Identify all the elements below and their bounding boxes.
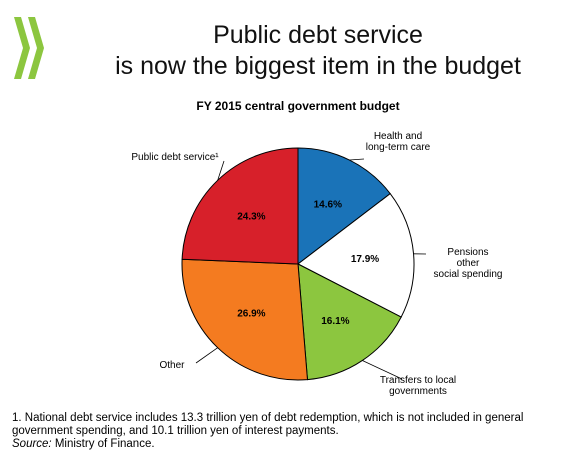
slice-category-label: Transfers to local governments	[380, 375, 456, 397]
footnote: 1. National debt service includes 13.3 t…	[12, 412, 524, 437]
slice-value-label: 26.9%	[237, 309, 265, 320]
pie-slice-health-and-long-term-care	[297, 147, 391, 266]
slice-value-label: 14.6%	[314, 200, 342, 211]
slice-value-label: 17.9%	[351, 254, 379, 265]
leader-line	[362, 360, 403, 380]
slice-category-label: Pensions other social spending	[434, 247, 503, 280]
logo-chevron-1	[14, 17, 30, 79]
pie-slice-public-debt-service	[181, 147, 299, 265]
pie-slice-transfers-to-local-governments	[297, 263, 402, 381]
chart-title: FY 2015 central government budget	[196, 99, 399, 113]
slice-value-label: 24.3%	[237, 212, 265, 223]
source-text: Ministry of Finance.	[51, 438, 155, 450]
pie-slice-other	[181, 258, 309, 381]
chart-notes: 1. National debt service includes 13.3 t…	[12, 412, 560, 451]
pie-slice-pensions-other-social-spending	[297, 192, 415, 318]
leader-line	[217, 160, 225, 181]
leader-line	[195, 347, 218, 364]
oecd-logo	[14, 17, 44, 79]
source-label: Source:	[12, 438, 52, 450]
slice-category-label: Public debt service¹	[131, 152, 219, 163]
source-line: Source: Ministry of Finance.	[12, 438, 560, 451]
page-title-line-2: is now the biggest item in the budget	[115, 52, 521, 80]
leader-line	[349, 158, 365, 161]
slice-category-label: Other	[159, 360, 185, 371]
slice-category-label: Health and long-term care	[366, 131, 431, 153]
page-title-line-1: Public debt service	[213, 21, 423, 49]
logo-chevron-2	[28, 17, 44, 79]
slice-value-label: 16.1%	[321, 316, 349, 327]
